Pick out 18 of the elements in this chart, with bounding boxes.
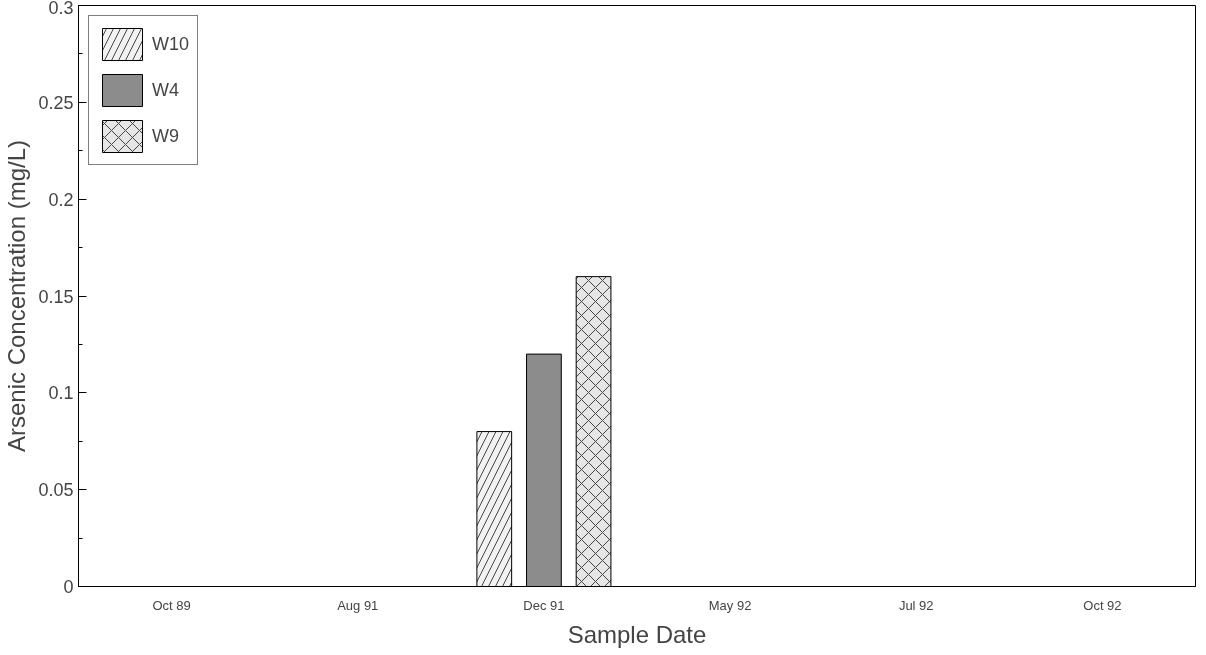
- x-axis-title: Sample Date: [567, 620, 707, 648]
- x-tick-label: May 92: [708, 597, 752, 613]
- y-tick-label: 0: [63, 577, 74, 597]
- legend-label: W4: [152, 79, 179, 101]
- x-tick-label: Jul 92: [898, 597, 934, 613]
- y-axis-title: Arsenic Concentration (mg/L): [3, 139, 31, 453]
- y-tick-label: 0.25: [38, 92, 74, 113]
- legend-label: W10: [152, 33, 190, 55]
- x-tick-label: Dec 91: [523, 597, 565, 613]
- legend-label: W9: [152, 125, 179, 147]
- y-tick-label: 0.3: [48, 0, 74, 18]
- y-tick-label: 0.05: [38, 480, 74, 501]
- y-tick-label: 0.15: [38, 286, 74, 307]
- x-tick-label: Oct 92: [1083, 597, 1122, 613]
- x-tick-label: Oct 89: [152, 597, 191, 613]
- x-tick-label: Aug 91: [337, 597, 379, 613]
- y-tick-label: 0.2: [48, 189, 74, 210]
- y-tick-label: 0.1: [48, 383, 74, 404]
